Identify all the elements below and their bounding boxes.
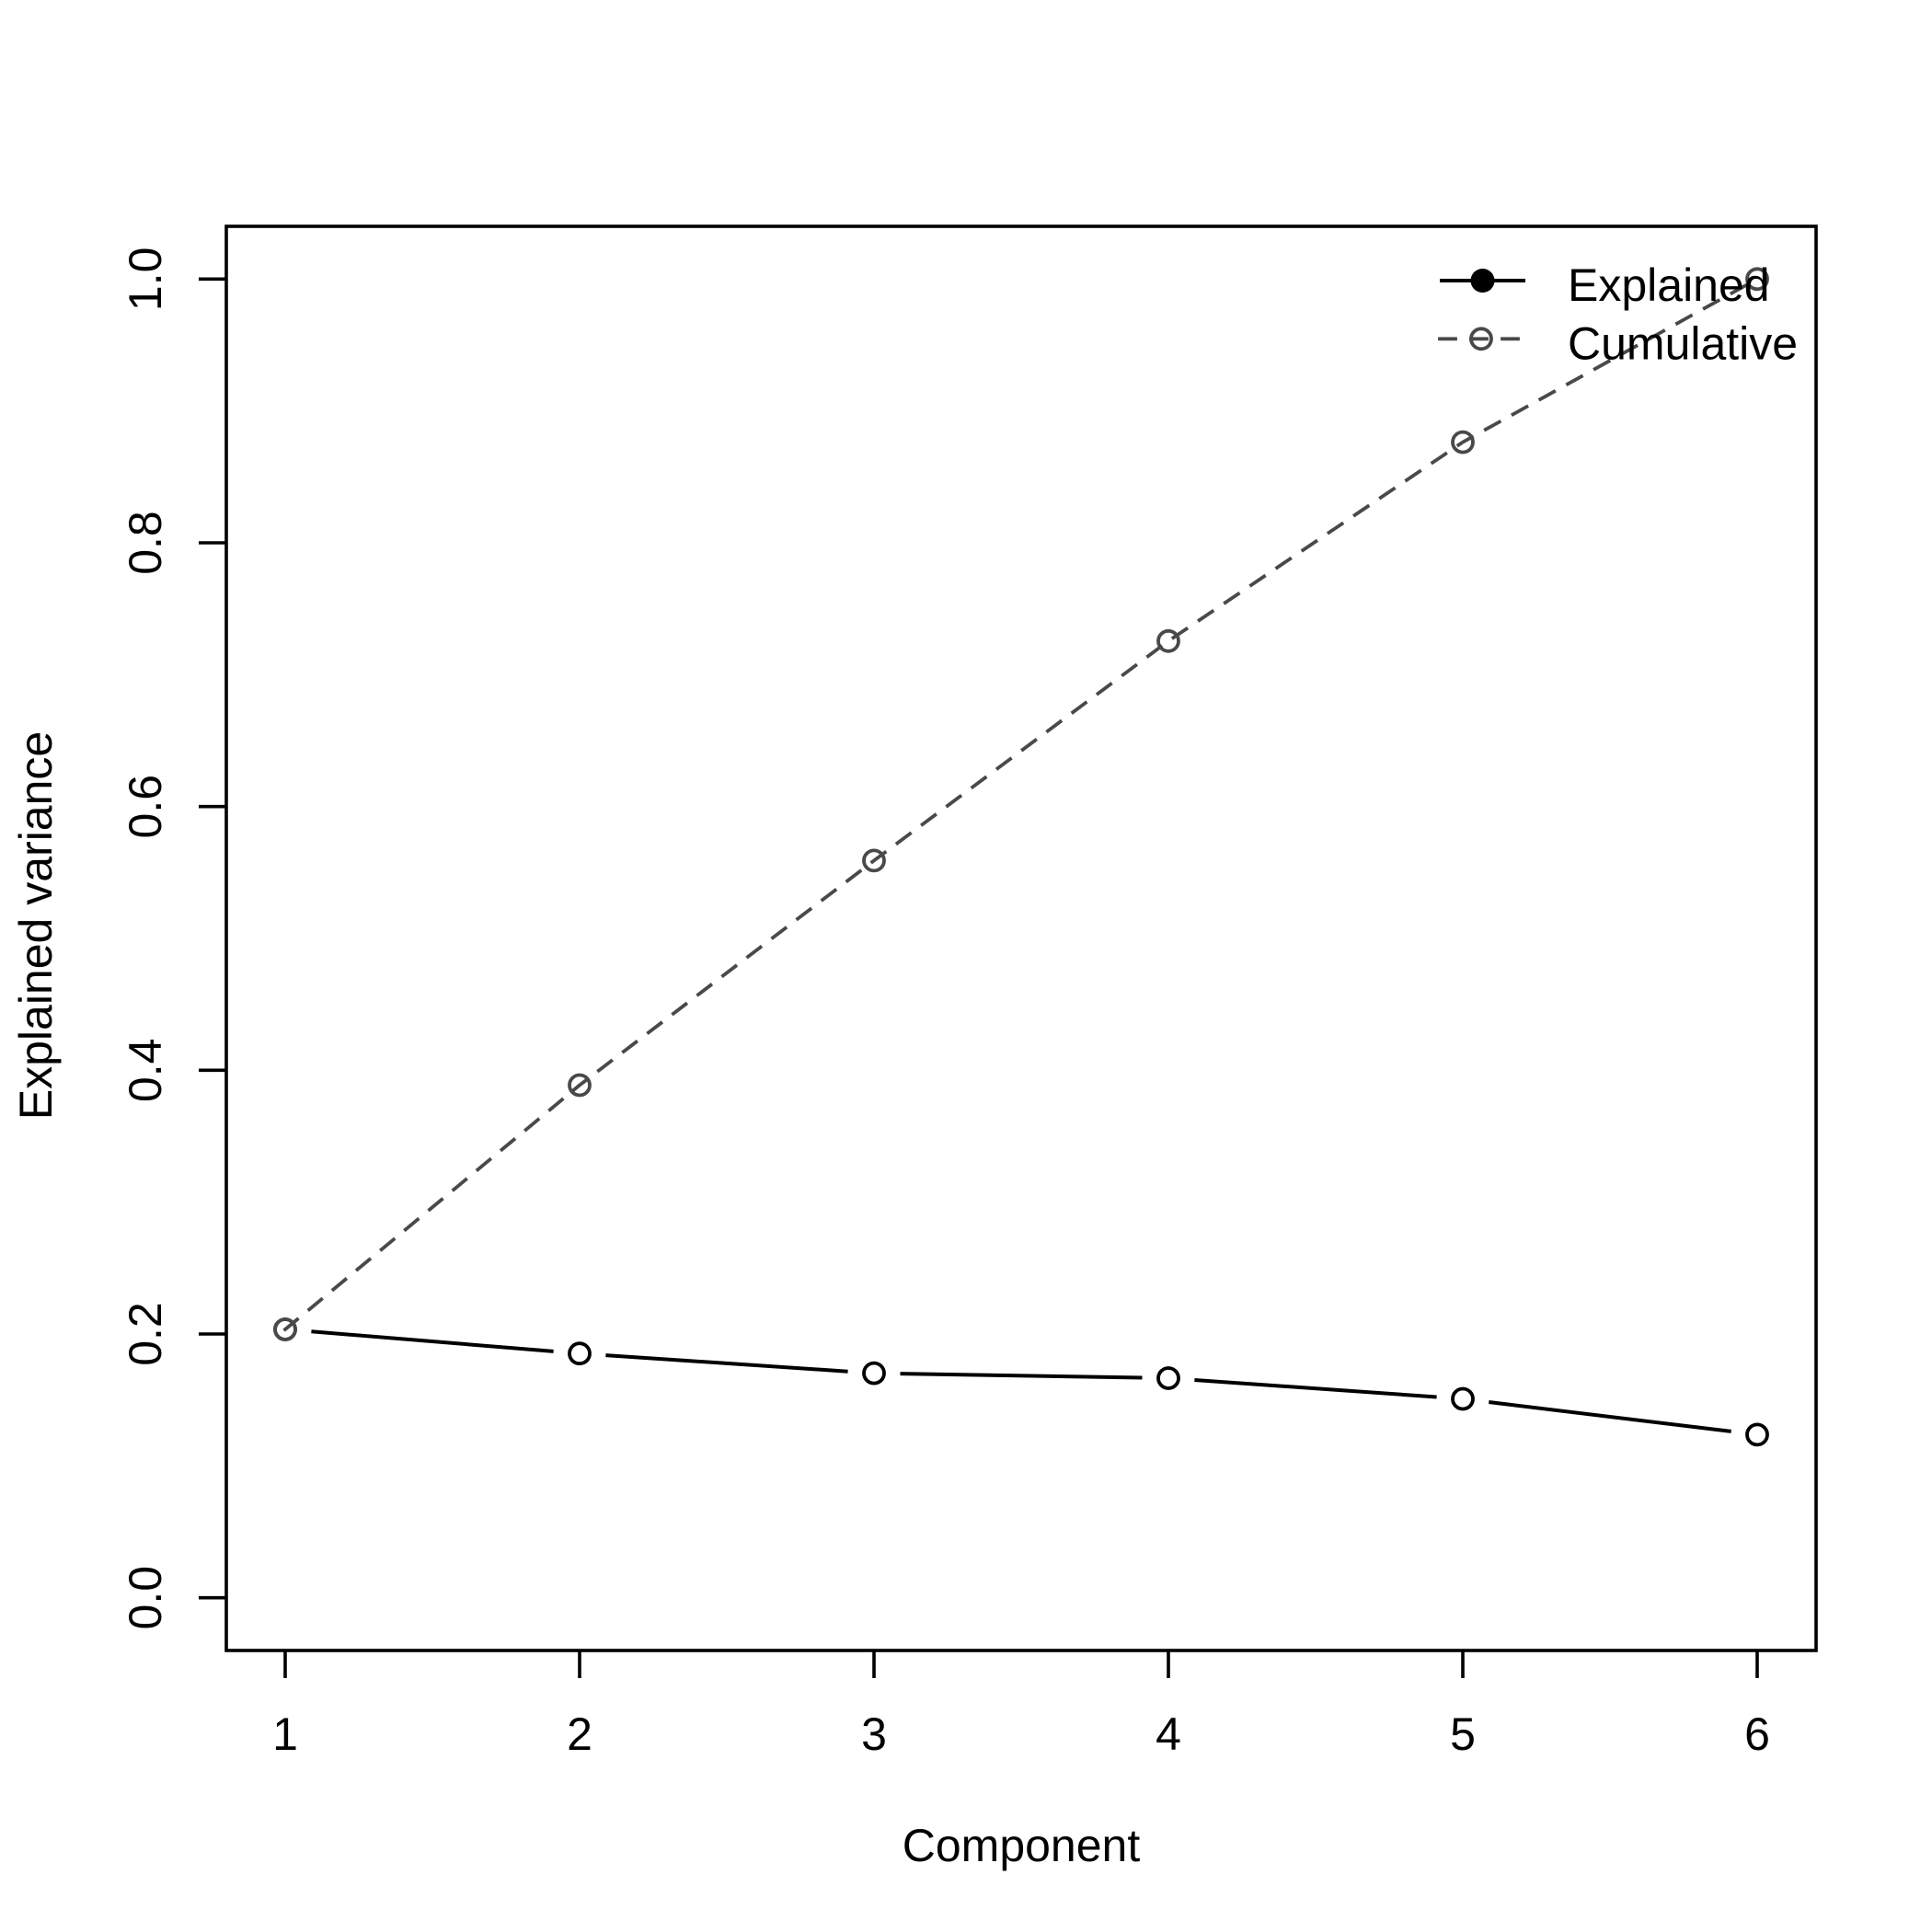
svg-text:0.6: 0.6: [120, 775, 171, 839]
svg-text:0.2: 0.2: [120, 1302, 171, 1366]
svg-text:Explained variance: Explained variance: [10, 731, 62, 1121]
svg-text:1: 1: [272, 1708, 298, 1760]
svg-text:0.8: 0.8: [120, 511, 171, 575]
svg-text:5: 5: [1450, 1708, 1476, 1760]
svg-text:0.4: 0.4: [120, 1039, 171, 1103]
svg-text:Component: Component: [903, 1820, 1141, 1871]
svg-text:0.0: 0.0: [120, 1566, 171, 1630]
svg-text:Cumulative: Cumulative: [1568, 317, 1798, 369]
svg-text:Explained: Explained: [1568, 259, 1770, 311]
svg-text:2: 2: [567, 1708, 592, 1760]
svg-text:4: 4: [1156, 1708, 1181, 1760]
svg-text:3: 3: [861, 1708, 887, 1760]
svg-text:1.0: 1.0: [120, 247, 171, 312]
svg-text:6: 6: [1744, 1708, 1770, 1760]
